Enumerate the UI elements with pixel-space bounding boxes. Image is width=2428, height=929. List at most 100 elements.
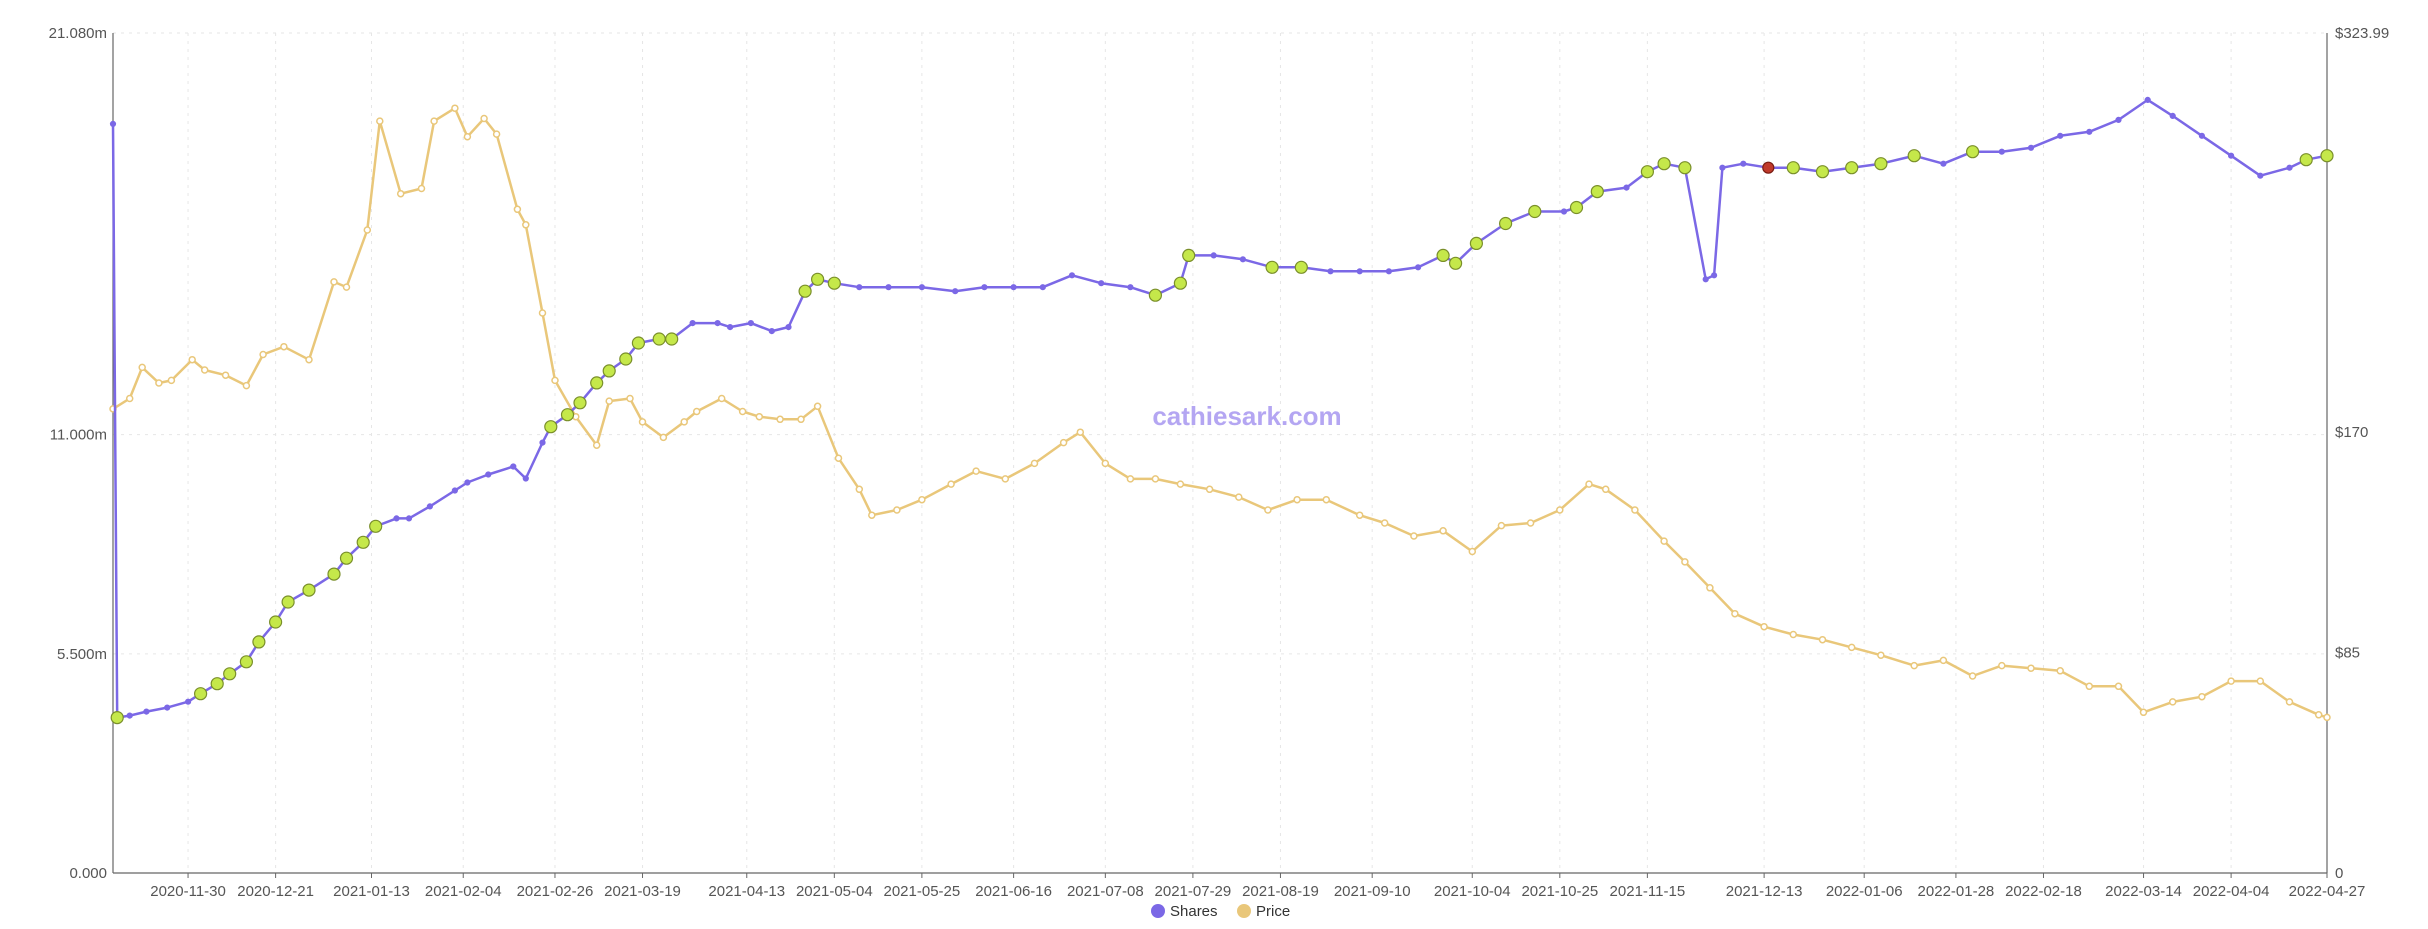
price-data-point [659, 433, 668, 442]
price-data-point [200, 366, 209, 374]
buy-marker [239, 655, 253, 669]
right-y-tick-labels: 0 $85 $170 $323.99 [2335, 25, 2389, 882]
buy-marker [798, 284, 812, 298]
price-data-point [893, 506, 901, 514]
x-tick-label: 2021-01-13 [333, 883, 410, 900]
price-data-point [259, 350, 267, 359]
price-data-point [1126, 475, 1135, 483]
price-data-point [680, 418, 688, 426]
price-data-point [2139, 708, 2148, 717]
buy-marker [356, 535, 370, 549]
buy-marker [1294, 260, 1308, 274]
shares-data-point [1415, 264, 1422, 271]
shares-data-point [1702, 276, 1709, 283]
left-y-tick-label: 21.080m [49, 25, 107, 42]
price-data-point [188, 355, 196, 364]
buy-marker [560, 408, 575, 422]
shares-data-point [785, 324, 792, 331]
price-data-point [480, 114, 488, 123]
shares-data-point [2144, 96, 2151, 104]
buy-marker [1657, 157, 1671, 171]
left-y-tick-label: 0.000 [69, 865, 107, 882]
shares-data-point [885, 284, 892, 291]
shares-data-point [164, 704, 171, 711]
price-data-point [1439, 527, 1447, 535]
price-data-point [492, 130, 501, 138]
shares-data-point [1623, 184, 1630, 191]
price-data-point [1355, 511, 1364, 519]
shares-data-point [981, 284, 988, 291]
buy-marker [544, 420, 558, 434]
shares-data-point [2086, 128, 2093, 135]
price-data-point [692, 407, 701, 416]
buy-marker [1528, 204, 1542, 219]
shares-data-point [485, 471, 492, 478]
price-data-point [855, 485, 864, 494]
price-data-point [1731, 609, 1739, 618]
price-data-point [1706, 584, 1714, 592]
buy-marker [665, 332, 679, 346]
price-data-point [717, 394, 726, 403]
legend-swatch-price [1237, 904, 1251, 918]
price-data-point [738, 407, 747, 416]
shares-data-point [451, 487, 458, 494]
shares-data-point [1010, 284, 1017, 291]
price-data-point [1410, 532, 1418, 540]
shares-data-point [405, 515, 413, 522]
buy-marker [281, 595, 295, 609]
price-data-point [551, 376, 559, 385]
price-data-point [125, 394, 134, 403]
right-y-tick-label: 0 [2335, 865, 2343, 882]
price-data-point [626, 394, 634, 403]
price-data-point [1601, 485, 1610, 494]
buy-marker [1265, 260, 1279, 274]
price-data-point [430, 117, 438, 125]
price-data-point [1818, 635, 1827, 644]
grid [113, 32, 2328, 873]
shares-data-point [1327, 268, 1334, 275]
price-data-point [1497, 521, 1506, 530]
price-data-point [2114, 682, 2123, 691]
buy-marker [110, 710, 124, 725]
left-y-tick-label: 11.000m [50, 427, 107, 444]
price-data-point [155, 379, 163, 387]
shares-data-point [2257, 172, 2264, 179]
buy-marker [269, 615, 283, 629]
price-data-point [167, 376, 176, 385]
shares-data-point [1098, 280, 1105, 287]
price-data-point [868, 511, 876, 519]
buy-marker [1590, 185, 1604, 199]
price-data-point [638, 418, 647, 426]
buy-marker [327, 567, 341, 581]
price-data-point [1910, 661, 1918, 670]
shares-data-point [522, 475, 529, 482]
price-data-point [1151, 475, 1160, 483]
price-data-point [1968, 672, 1977, 680]
price-data-point [396, 189, 405, 198]
legend-label-price: Price [1256, 903, 1290, 920]
price-data-point [1235, 493, 1243, 501]
shares-data-point [1239, 256, 1247, 263]
x-tick-labels: 2020-11-30 2020-12-21 2021-01-13 2021-02-04… [150, 873, 2365, 900]
x-tick-label: 2022-02-18 [2005, 883, 2082, 900]
price-data-point [2168, 698, 2177, 706]
price-data-point [813, 402, 822, 411]
buy-marker [590, 376, 604, 390]
buy-marker [1815, 165, 1830, 179]
price-data-point [1998, 661, 2006, 670]
buy-marker [339, 551, 354, 565]
price-data-point [2256, 677, 2265, 685]
x-tick-label: 2020-11-30 [150, 883, 226, 900]
shares-data-point [1740, 160, 1747, 167]
x-tick-label: 2021-10-25 [1521, 883, 1598, 900]
shares-data-point [1560, 208, 1568, 215]
price-data-point [1059, 438, 1068, 447]
price-data-point [330, 278, 338, 286]
x-tick-label: 2022-04-04 [2193, 883, 2270, 900]
shares-data-point [1385, 268, 1393, 275]
price-data-point [2314, 711, 2323, 719]
x-tick-label: 2021-12-13 [1726, 883, 1803, 900]
x-tick-label: 2021-02-04 [425, 883, 502, 900]
price-data-point [1101, 459, 1110, 468]
